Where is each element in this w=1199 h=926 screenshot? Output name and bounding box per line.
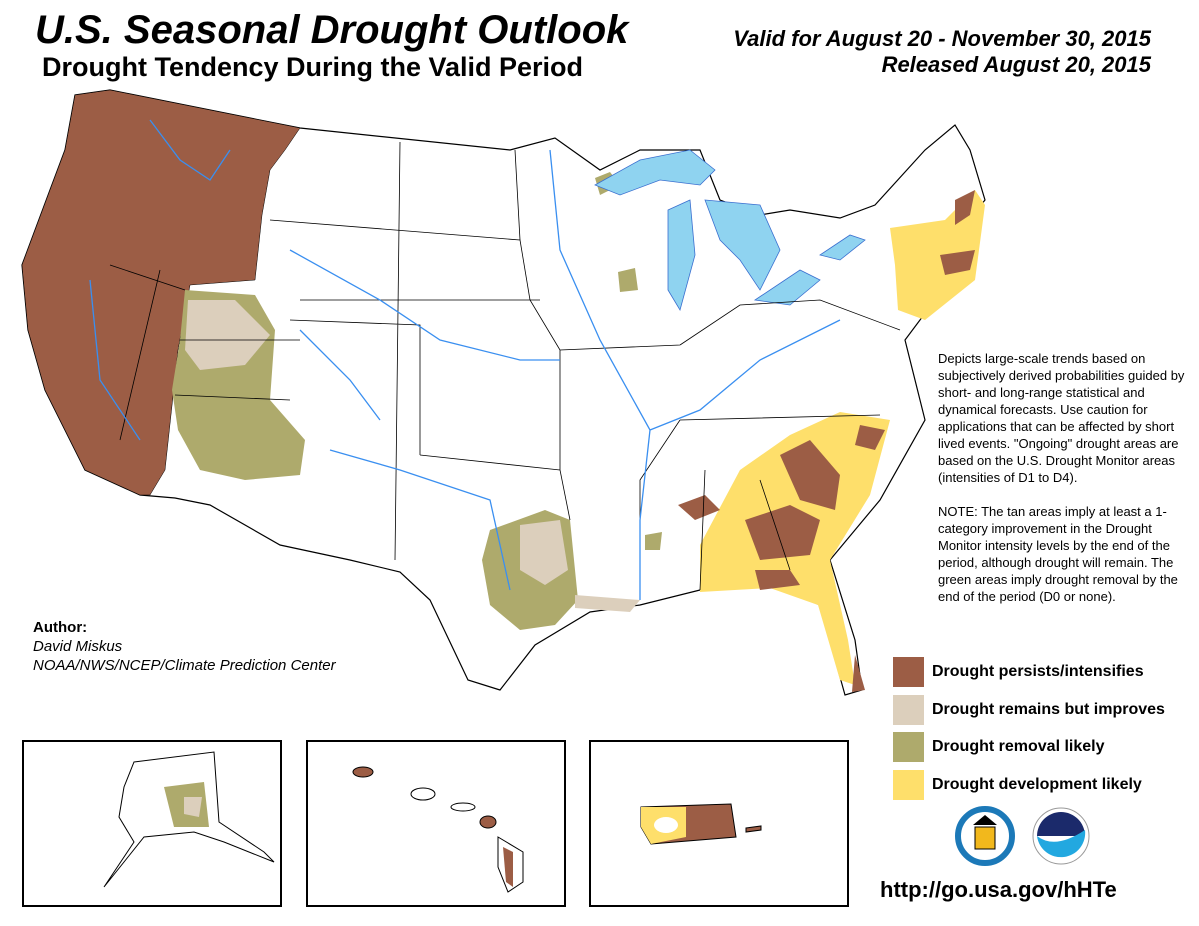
legend-item-development: Drought development likely <box>893 769 1165 800</box>
drought-persists-west <box>21 89 301 496</box>
author-org: NOAA/NWS/NCEP/Climate Prediction Center <box>33 657 336 674</box>
valid-dates: Valid for August 20 - November 30, 2015 <box>733 26 1151 51</box>
release-date: Released August 20, 2015 <box>881 52 1151 77</box>
map-subtitle: Drought Tendency During the Valid Period <box>42 52 584 82</box>
author-name: David Miskus <box>33 638 123 655</box>
agency-logos <box>955 805 1095 875</box>
hawaii-map <box>352 766 524 893</box>
puerto-rico-inset <box>589 740 849 907</box>
drought-improves-texas <box>520 520 640 612</box>
legend-item-persists: Drought persists/intensifies <box>893 657 1165 687</box>
author-heading: Author: <box>33 619 88 636</box>
legend-item-improves: Drought remains but improves <box>893 694 1165 725</box>
author-block: Author: David Miskus NOAA/NWS/NCEP/Clima… <box>33 618 336 675</box>
drought-development-northeast <box>890 190 985 320</box>
legend-swatch <box>893 657 924 687</box>
legend-label: Drought remains but improves <box>932 700 1165 718</box>
info-url[interactable]: http://go.usa.gov/hHTe <box>880 877 1117 902</box>
great-lakes <box>594 149 866 312</box>
hawaii-inset <box>306 740 566 907</box>
valid-period: Valid for August 20 - November 30, 2015 … <box>733 26 1151 78</box>
doc-seal-logo <box>955 806 1015 866</box>
drought-persists-northeast <box>940 190 975 275</box>
alaska-inset <box>22 740 282 907</box>
rivers <box>89 119 841 600</box>
legend-label: Drought development likely <box>932 775 1142 793</box>
alaska-map <box>103 751 275 888</box>
description-note: NOTE: The tan areas imply at least a 1-c… <box>938 504 1178 604</box>
legend-item-removal: Drought removal likely <box>893 732 1165 762</box>
legend-swatch <box>893 732 924 762</box>
legend: Drought persists/intensifies Drought rem… <box>893 657 1165 807</box>
description-paragraph: Depicts large-scale trends based on subj… <box>938 351 1185 485</box>
logo-images <box>955 806 1090 866</box>
legend-swatch <box>893 694 924 725</box>
drought-improves-nevada-utah <box>185 300 270 370</box>
map-title: U.S. Seasonal Drought Outlook <box>35 8 629 52</box>
noaa-logo <box>1032 807 1090 865</box>
puerto-rico-map <box>640 803 762 845</box>
map-description: Depicts large-scale trends based on subj… <box>938 350 1198 622</box>
legend-label: Drought removal likely <box>932 738 1105 755</box>
legend-swatch <box>893 769 924 800</box>
drought-persists-southeast <box>678 425 885 692</box>
state-boundaries <box>109 141 901 600</box>
legend-label: Drought persists/intensifies <box>932 663 1144 680</box>
